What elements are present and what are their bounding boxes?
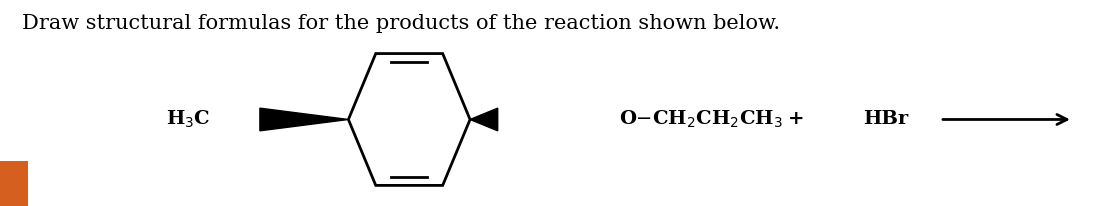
- Polygon shape: [470, 108, 498, 131]
- Polygon shape: [260, 108, 348, 131]
- Text: O$-$CH$_2$CH$_2$CH$_3$: O$-$CH$_2$CH$_2$CH$_3$: [619, 109, 783, 130]
- Text: +: +: [789, 110, 804, 129]
- Text: HBr: HBr: [863, 110, 908, 129]
- Text: H$_3$C: H$_3$C: [166, 109, 210, 130]
- Text: Draw structural formulas for the products of the reaction shown below.: Draw structural formulas for the product…: [22, 14, 780, 33]
- FancyBboxPatch shape: [0, 161, 28, 206]
